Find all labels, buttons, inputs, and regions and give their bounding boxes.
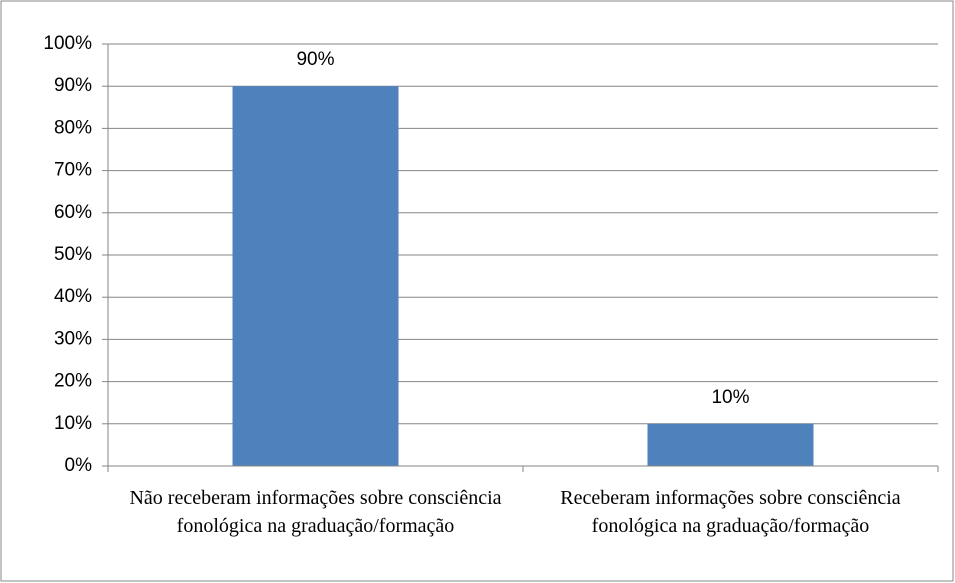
y-tick-label: 0% [65,455,93,476]
y-tick-label: 100% [43,33,92,54]
y-tick-label: 90% [54,75,92,96]
x-tick-label: Não receberam informações sobre consciên… [129,487,502,537]
y-tick-label: 30% [54,328,92,349]
x-tick-label: Receberam informações sobre consciência … [560,487,901,537]
bar [647,423,814,466]
bar [232,86,399,466]
y-tick-label: 60% [54,202,92,223]
y-tick-label: 50% [54,244,92,265]
y-tick-label: 10% [54,413,92,434]
data-label: 90% [296,49,334,70]
y-tick-label: 70% [54,160,92,181]
data-label: 10% [711,387,749,408]
y-tick-label: 80% [54,117,92,138]
y-tick-label: 20% [54,371,92,392]
y-tick-label: 40% [54,286,92,307]
